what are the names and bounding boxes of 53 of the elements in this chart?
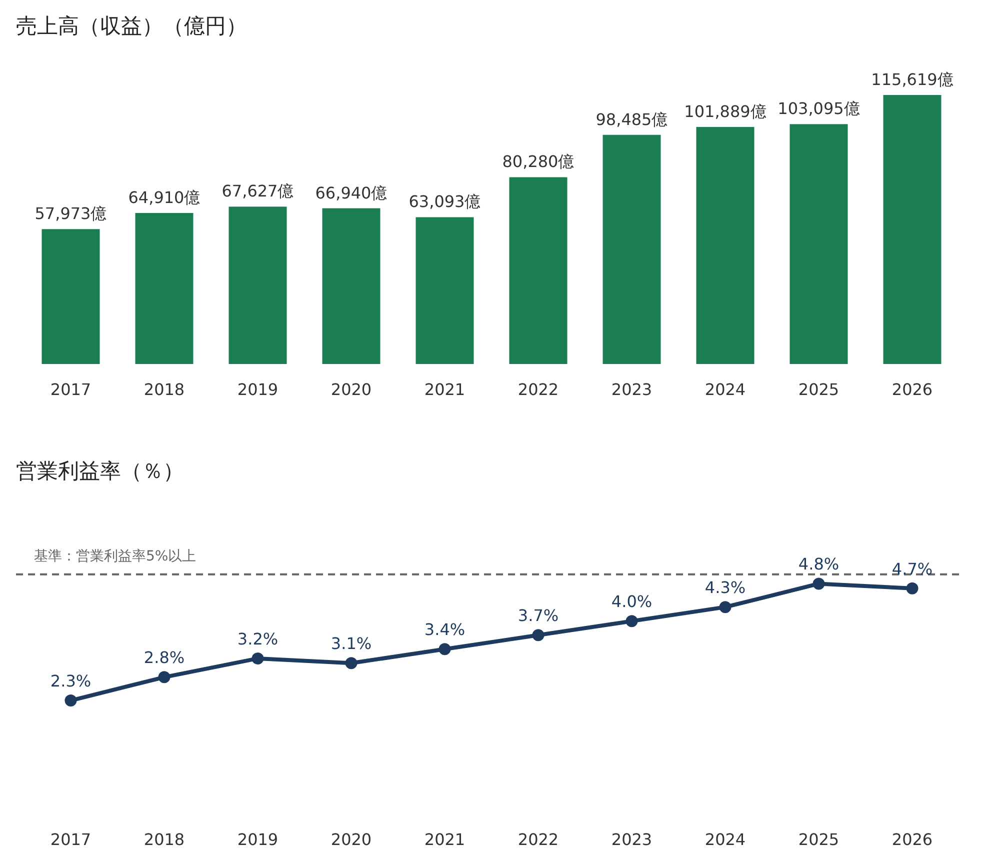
point (158, 671, 170, 684)
x-tick-label: 2026 (892, 380, 933, 399)
x-tick-label: 2025 (798, 830, 840, 849)
data-label: 2.3% (50, 672, 92, 691)
x-tick-label: 2022 (518, 830, 559, 849)
data-label: 4.0% (611, 592, 652, 612)
x-tick-label: 2019 (237, 380, 278, 399)
data-label: 115,619億 (871, 70, 954, 89)
data-label: 2.8% (144, 648, 185, 668)
x-tick-label: 2022 (518, 380, 559, 399)
x-tick-label: 2017 (50, 830, 92, 849)
point (906, 582, 918, 594)
x-tick-label: 2019 (237, 830, 278, 849)
x-tick-label: 2026 (892, 830, 933, 849)
data-label: 4.3% (704, 578, 746, 598)
data-label: 3.2% (237, 629, 278, 648)
x-tick-label: 2023 (611, 380, 652, 399)
data-label: 63,093億 (408, 192, 481, 212)
chart-title: 売上高（収益）（億円） (16, 14, 247, 38)
x-tick-label: 2024 (704, 830, 746, 849)
data-label: 101,889億 (684, 102, 766, 121)
x-tick-label: 2023 (611, 830, 652, 849)
point (719, 601, 732, 614)
x-tick-label: 2020 (330, 830, 372, 849)
data-label: 98,485億 (596, 110, 668, 129)
point (64, 694, 77, 707)
x-tick-label: 2018 (144, 380, 185, 399)
x-tick-label: 2020 (330, 380, 372, 399)
data-label: 67,627億 (222, 182, 294, 201)
data-label: 66,940億 (315, 183, 388, 202)
point (345, 657, 358, 670)
data-label: 3.4% (424, 620, 466, 640)
x-tick-label: 2024 (704, 380, 746, 399)
point (626, 615, 638, 628)
x-tick-label: 2018 (144, 830, 185, 849)
x-tick-label: 2017 (50, 380, 92, 399)
point (252, 652, 264, 664)
point (532, 629, 544, 642)
data-label: 3.1% (330, 634, 372, 654)
data-label: 57,973億 (34, 204, 107, 224)
x-tick-label: 2021 (424, 830, 466, 849)
data-label: 4.7% (892, 559, 933, 578)
data-label: 103,095億 (778, 99, 860, 118)
point (438, 643, 451, 656)
chart-title: 営業利益率（％） (16, 459, 184, 483)
data-label: 80,280億 (502, 152, 574, 172)
ref-line-label: 基準：営業利益率5%以上 (34, 548, 196, 564)
data-label: 4.8% (798, 554, 840, 574)
data-label: 64,910億 (128, 188, 200, 207)
point (812, 578, 825, 590)
x-tick-label: 2025 (798, 380, 840, 399)
x-tick-label: 2021 (424, 380, 466, 399)
data-label: 3.7% (518, 606, 559, 626)
